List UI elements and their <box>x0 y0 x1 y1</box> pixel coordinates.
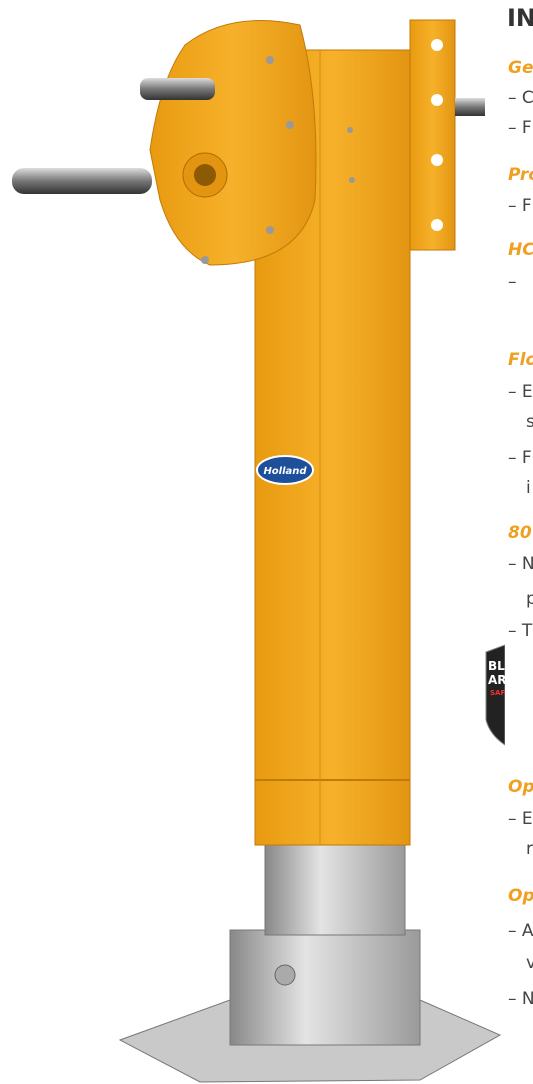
line: v <box>526 953 533 973</box>
product-image: Holland <box>0 0 505 1084</box>
line: – F <box>508 118 532 138</box>
line: s <box>526 412 533 432</box>
line: – T <box>508 621 532 641</box>
line: – N <box>508 554 533 574</box>
badge-text: BLAC <box>488 660 523 673</box>
heading: HC <box>508 240 533 260</box>
page: Holland IN Ge – C – F Pro – F HC – Flo –… <box>0 0 533 1084</box>
heading: Ge <box>508 58 533 78</box>
heading: Flo <box>508 350 533 370</box>
logo: Holland <box>263 466 307 477</box>
heading: 80 <box>508 523 532 543</box>
line: – C <box>508 88 533 108</box>
line: – F <box>508 448 532 468</box>
badge-text: ARMO <box>488 674 529 687</box>
heading: Op <box>508 886 533 906</box>
line: i <box>526 478 531 498</box>
line: – <box>508 272 517 292</box>
line: – A <box>508 921 533 941</box>
line: – N <box>508 989 533 1009</box>
line: – E <box>508 809 533 829</box>
heading: Op <box>508 777 533 797</box>
heading: Pro <box>508 165 533 185</box>
line: – F <box>508 196 532 216</box>
line: p <box>526 589 533 609</box>
badge-text: SAF <box>490 689 505 697</box>
line: r <box>526 839 533 859</box>
line: – E <box>508 382 533 402</box>
title: IN <box>507 8 533 28</box>
